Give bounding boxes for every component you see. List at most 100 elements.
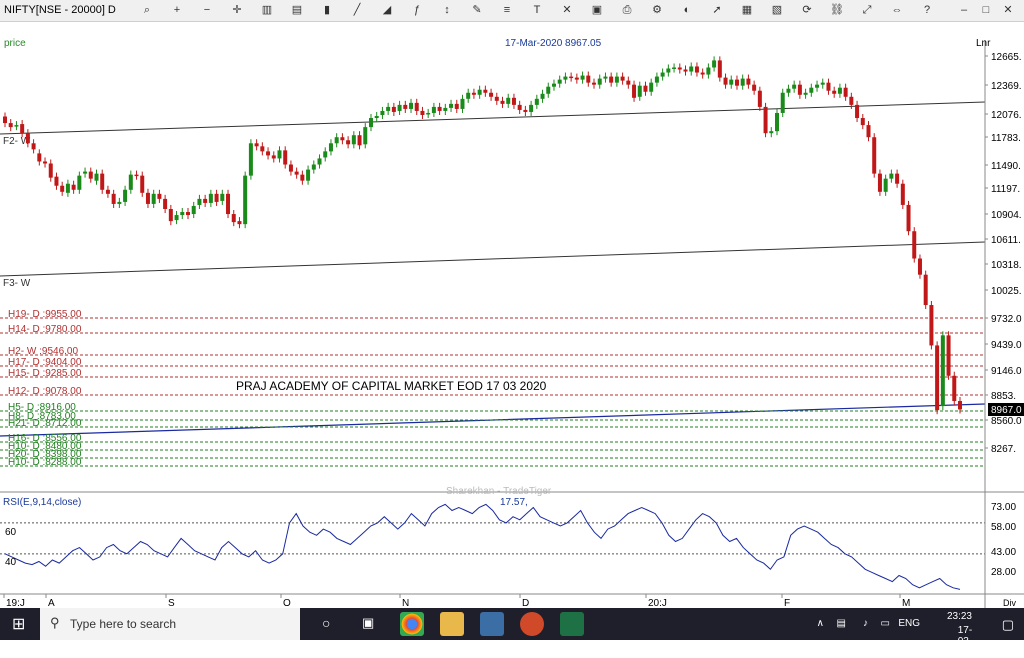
minimize-icon[interactable]: ‒	[960, 4, 968, 16]
template-icon[interactable]: ▧	[771, 4, 783, 16]
file-explorer-icon[interactable]	[440, 612, 464, 636]
area-icon[interactable]: ◢	[382, 4, 392, 16]
candle-body	[431, 106, 436, 113]
excel-icon[interactable]	[560, 612, 584, 636]
candle-body	[174, 215, 179, 221]
candle-icon[interactable]: ▮	[323, 4, 331, 16]
cortana-icon[interactable]: ○	[322, 615, 331, 631]
x-tick-label: 20:J	[648, 598, 667, 608]
arrow-icon[interactable]: ➚	[712, 4, 722, 16]
fib-icon[interactable]: ≡	[503, 4, 511, 16]
candle-body	[551, 83, 556, 87]
clock-time[interactable]: 23:23	[946, 611, 972, 622]
candle-body	[809, 87, 814, 93]
text-icon[interactable]: T	[533, 4, 541, 16]
candle-body	[37, 153, 42, 162]
indicator-icon[interactable]: ƒ	[413, 4, 421, 16]
candle-body	[25, 133, 30, 144]
candle-body	[477, 89, 482, 95]
price-tick-label: 12665.	[991, 52, 1022, 63]
print-icon[interactable]: ⎙	[622, 4, 632, 16]
candle-body	[191, 205, 196, 215]
settings-icon[interactable]: ⚙	[652, 4, 662, 16]
candle-body	[197, 198, 202, 205]
candle-body	[260, 146, 265, 152]
current-price-text: 8967.0	[991, 405, 1022, 416]
battery-icon[interactable]: ▭	[880, 618, 890, 629]
candle-body	[632, 84, 637, 98]
network-icon[interactable]: ▤	[836, 618, 846, 629]
mail-icon[interactable]	[480, 612, 504, 636]
price-tick-label: 8267.	[991, 444, 1016, 455]
zoom-out-icon[interactable]: −	[203, 4, 211, 16]
candle-body	[763, 106, 768, 134]
volume-icon[interactable]: ♪	[863, 618, 868, 629]
bar-chart-icon[interactable]: ▤	[291, 4, 303, 16]
candle-body	[54, 176, 59, 186]
save-icon[interactable]: ▣	[591, 4, 603, 16]
search-box[interactable]: ⚲ Type here to search	[40, 608, 300, 640]
x-tick-label: S	[168, 598, 175, 608]
candle-body	[609, 76, 614, 83]
trendline-f2[interactable]	[0, 101, 986, 135]
candle-body	[792, 84, 797, 89]
candle-body	[471, 92, 476, 95]
link-icon[interactable]: ⛓	[830, 4, 844, 16]
window-title: NIFTY[NSE - 20000] D	[4, 4, 116, 16]
candle-body	[746, 78, 751, 85]
candle-body	[140, 175, 145, 193]
crosshair-icon[interactable]: ✛	[232, 4, 242, 16]
candle-body	[65, 183, 70, 193]
candle-body	[203, 198, 208, 203]
grid-icon[interactable]: ▦	[741, 4, 753, 16]
candle-body	[723, 77, 728, 85]
x-tick-label: A	[48, 598, 55, 608]
candle-body	[729, 79, 734, 85]
candle-body	[134, 174, 139, 177]
candle-body	[346, 140, 351, 145]
candle-body	[660, 72, 665, 77]
candle-body	[403, 104, 408, 109]
chart-type-icon[interactable]: ▥	[261, 4, 273, 16]
notification-icon[interactable]: ▢	[1001, 617, 1014, 632]
candle-body	[386, 106, 391, 111]
line-icon[interactable]: ╱	[353, 4, 361, 16]
scroll-icon[interactable]: ⇔	[891, 4, 903, 16]
chart-area[interactable]: F2- W F3- W H19- D :9955.00 H14- D :9780.0…	[0, 22, 1024, 608]
zoom-in-icon[interactable]: +	[173, 4, 181, 16]
x-tick-label: O	[283, 598, 291, 608]
language-indicator[interactable]: ENG	[898, 618, 920, 629]
delete-icon[interactable]: ✕	[562, 4, 572, 16]
tray-arrow-icon[interactable]: ∧	[816, 618, 824, 629]
title-bar: NIFTY[NSE - 20000] D ⌕ + − ✛ ▥ ▤ ▮ ╱ ◢ ƒ ↕ ✎ ≡ T ✕ ▣ ⎙ ⚙ ◐…	[0, 0, 1024, 22]
expand-icon[interactable]: ⤢	[862, 4, 872, 16]
candle-body	[460, 98, 465, 109]
candle-body	[929, 305, 934, 346]
candle-body	[409, 102, 414, 109]
level-label: H17- D :9404.00	[8, 357, 82, 368]
draw-icon[interactable]: ✎	[472, 4, 482, 16]
candle-body	[872, 137, 877, 174]
chrome-icon[interactable]	[400, 612, 424, 636]
candle-body	[426, 112, 431, 115]
scale-label[interactable]: Lnr	[976, 38, 991, 49]
candle-body	[111, 193, 116, 204]
trendline-f3[interactable]	[0, 241, 986, 277]
scale-icon[interactable]: ↕	[444, 4, 450, 16]
candle-body	[8, 123, 13, 128]
color-icon[interactable]: ◐	[683, 4, 691, 16]
tradetiger-app-icon[interactable]	[520, 612, 544, 636]
task-view-icon[interactable]: ▣	[362, 615, 375, 630]
candle-body	[168, 208, 173, 222]
refresh-icon[interactable]: ⟳	[802, 4, 812, 16]
candle-body	[123, 189, 128, 202]
current-price-tag	[988, 403, 1024, 416]
search-icon[interactable]: ⌕	[143, 4, 151, 16]
windows-start-icon[interactable]: ⊞	[12, 616, 26, 633]
level-label: H5- D :8916.00	[8, 402, 76, 413]
clock-date[interactable]: 17-03-2020	[957, 625, 980, 658]
candle-body	[151, 193, 156, 204]
restore-icon[interactable]: □	[982, 4, 990, 16]
help-icon[interactable]: ?	[923, 4, 931, 16]
close-icon[interactable]: ✕	[1003, 4, 1013, 16]
